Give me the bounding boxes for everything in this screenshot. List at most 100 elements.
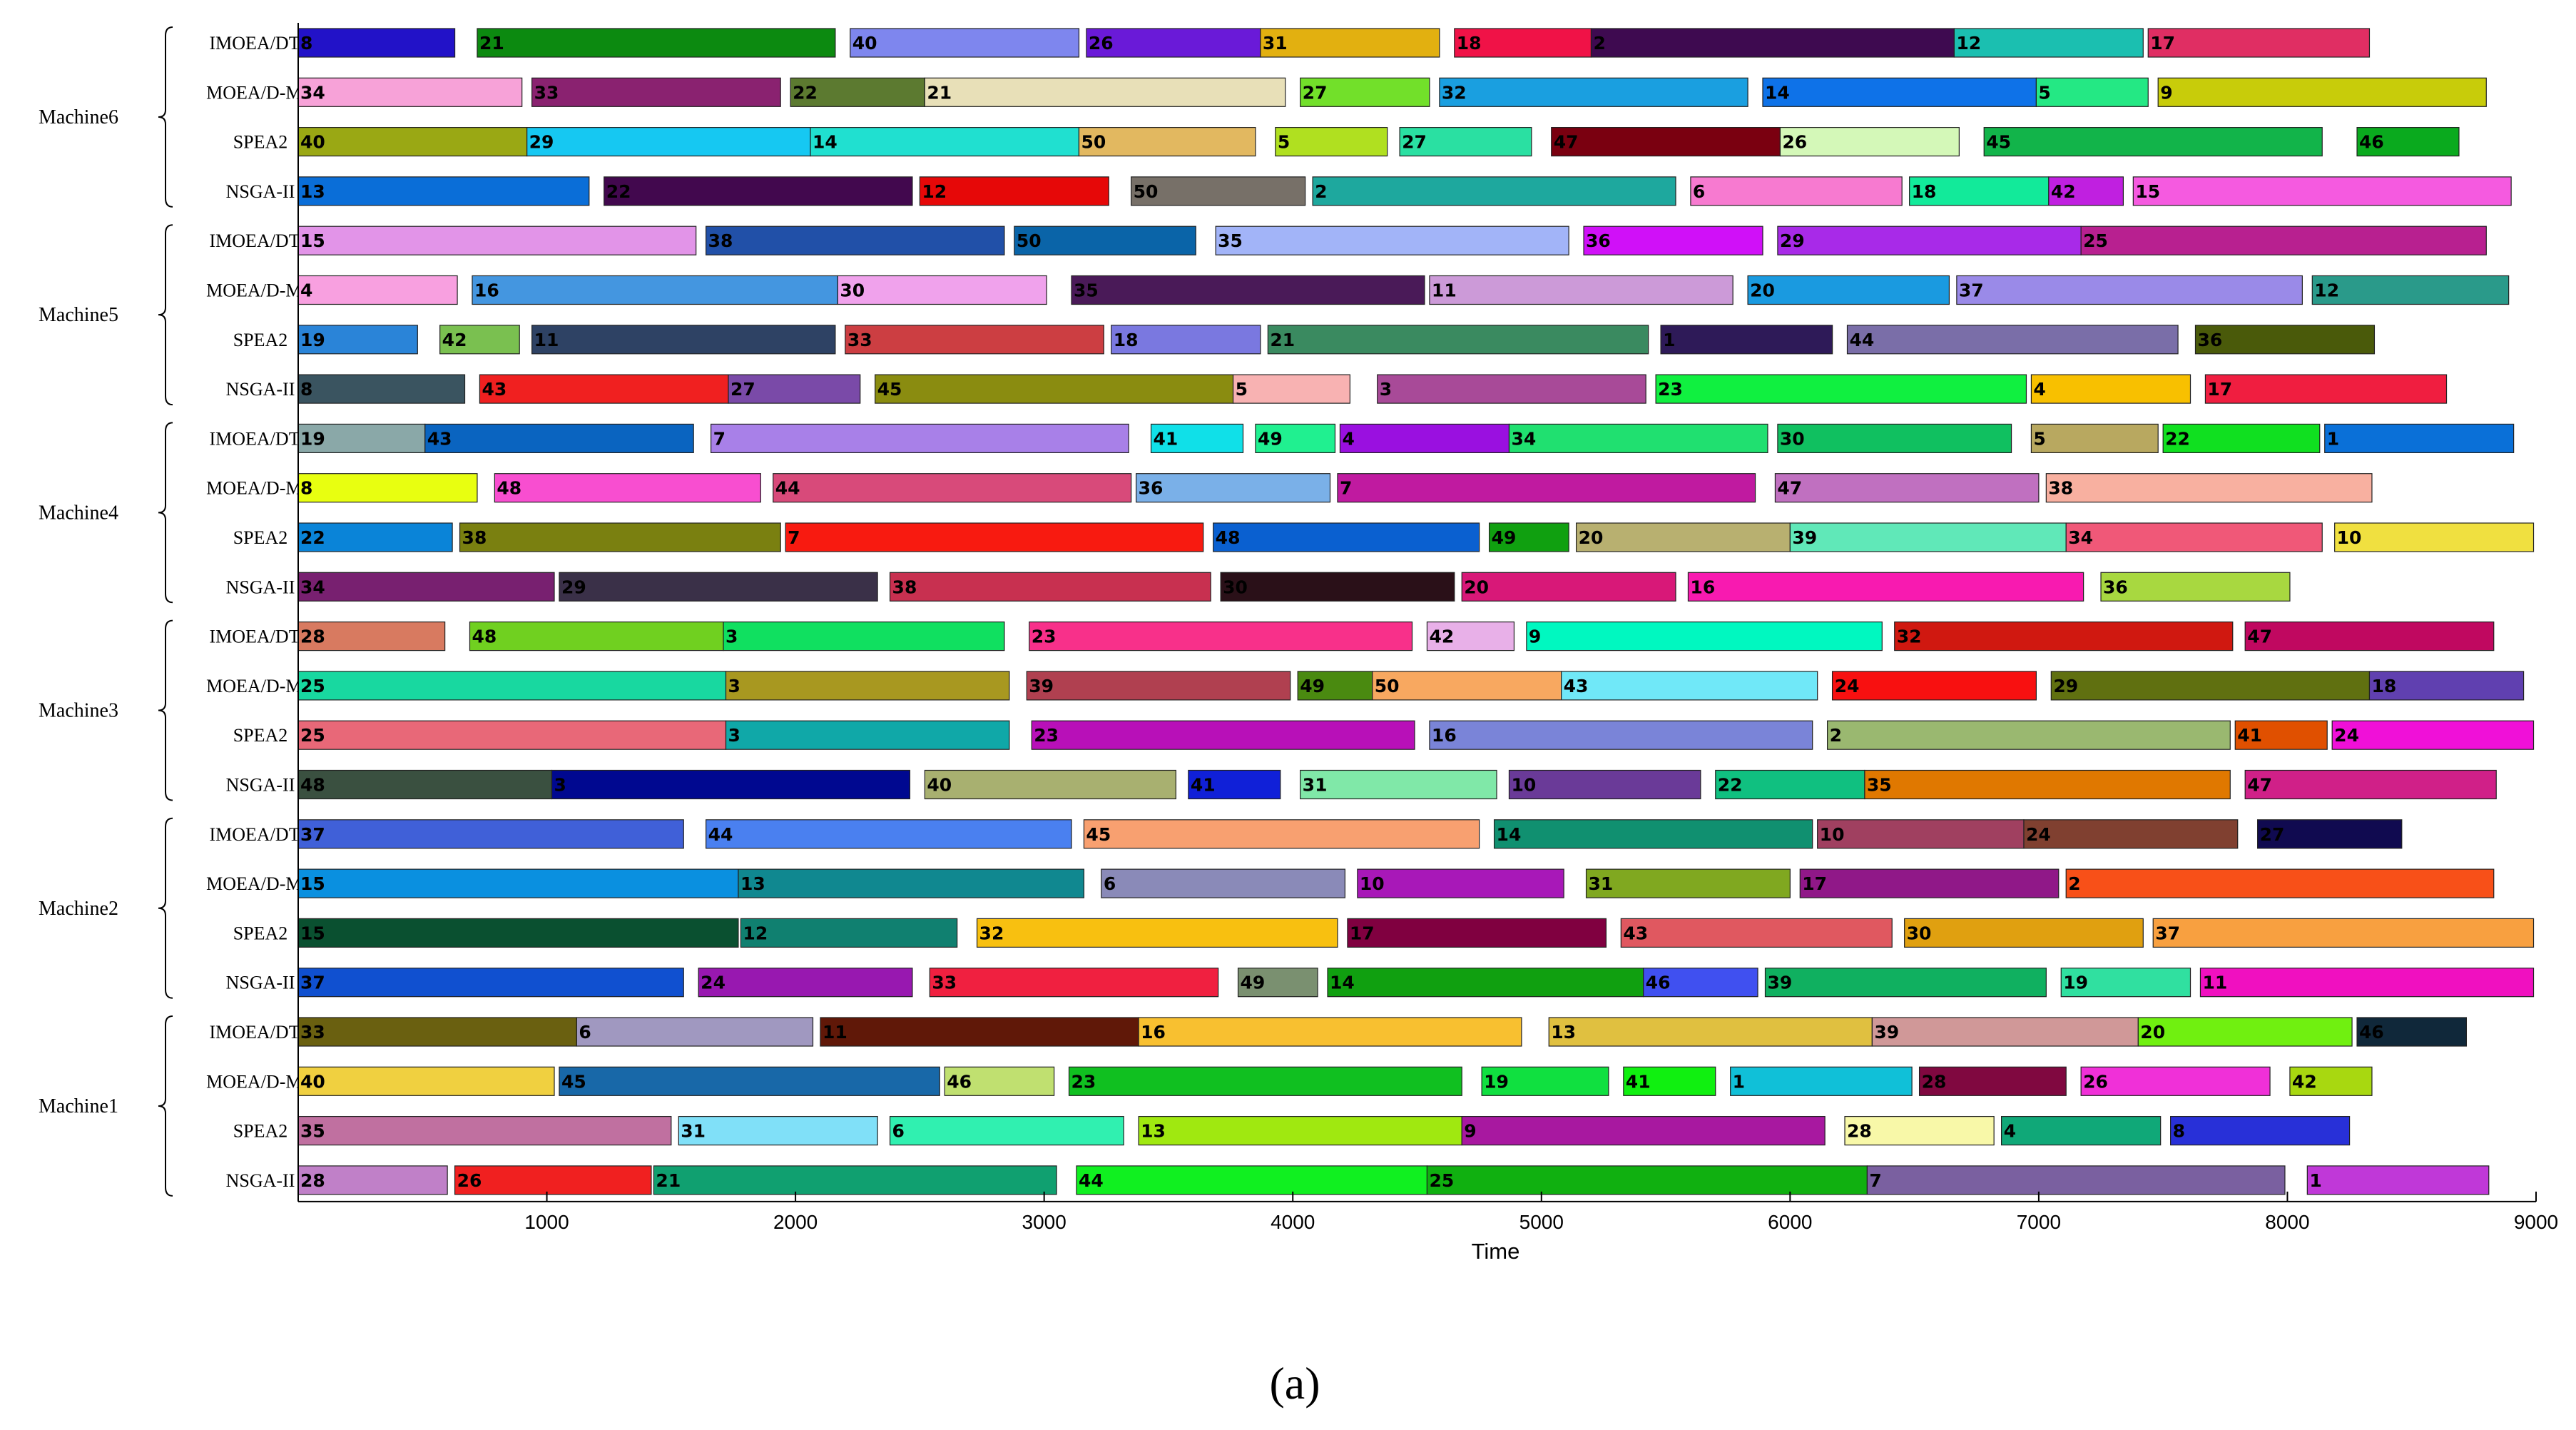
schedule-row: NSGA-II 8 43 27 45 5 3 23 4 17 (226, 374, 2448, 404)
job-label: 34 (2068, 527, 2093, 548)
job-label: 12 (1956, 33, 1981, 54)
algorithm-label: IMOEA/DTL (210, 1022, 312, 1043)
job-label: 16 (1432, 725, 1457, 746)
algorithm-label: SPEA2 (233, 923, 288, 943)
gantt-bar (2170, 1115, 2351, 1146)
gantt-bar (297, 769, 553, 800)
job-label: 15 (300, 873, 325, 894)
algorithm-label: IMOEA/DTL (210, 230, 312, 251)
gantt-bar (2334, 522, 2535, 552)
gantt-bar (297, 572, 555, 602)
gantt-bar (531, 77, 781, 107)
gantt-bar (1827, 720, 2231, 750)
job-label: 48 (472, 627, 497, 647)
algorithm-label: MOEA/D-MR (206, 478, 315, 499)
gantt-bar (477, 28, 836, 58)
job-label: 7 (788, 527, 800, 548)
gantt-bar (1561, 671, 1818, 701)
algorithm-label: SPEA2 (233, 725, 288, 746)
gantt-bar (1799, 868, 2060, 898)
job-label: 11 (1432, 280, 1457, 301)
job-label: 13 (740, 873, 765, 894)
gantt-bar (1526, 621, 1883, 651)
job-label: 6 (1104, 873, 1116, 894)
gantt-bar (297, 720, 727, 750)
job-label: 40 (300, 132, 325, 153)
gantt-bar (472, 275, 838, 305)
gantt-bar (1136, 473, 1331, 503)
machine-label: Machine2 (39, 898, 118, 920)
job-label: 4 (1342, 428, 1354, 449)
job-label: 4 (2004, 1121, 2016, 1142)
gantt-bar (1909, 176, 2050, 206)
gantt-bar (1585, 868, 1791, 898)
job-label: 6 (579, 1022, 591, 1043)
gantt-bar (297, 374, 466, 404)
job-label: 42 (1429, 627, 1454, 647)
schedule-row: NSGA-II 13 22 12 50 2 6 18 42 15 (226, 176, 2512, 206)
job-label: 30 (1780, 428, 1805, 449)
job-label: 45 (561, 1071, 586, 1092)
gantt-bar (711, 423, 1129, 454)
job-label: 43 (427, 428, 452, 449)
job-label: 38 (892, 577, 917, 597)
gantt-bar (1551, 127, 1781, 157)
gantt-bar (1866, 1165, 2286, 1195)
job-label: 20 (1750, 280, 1775, 301)
job-label: 22 (1718, 775, 1743, 796)
job-label: 23 (1034, 725, 1059, 746)
job-label: 7 (1869, 1170, 1881, 1191)
gantt-bar (1014, 225, 1196, 255)
gantt-bar (1730, 1066, 1913, 1096)
gantt-bar (1029, 621, 1413, 651)
algorithm-label: IMOEA/DTL (210, 428, 312, 449)
gantt-bar (559, 1066, 940, 1096)
x-tick-label: 2000 (773, 1211, 818, 1233)
job-label: 42 (2051, 181, 2076, 202)
job-label: 9 (1464, 1121, 1476, 1142)
gantt-bar (2331, 720, 2535, 750)
gantt-bar (2035, 77, 2149, 107)
job-label: 27 (1402, 132, 1427, 153)
algorithm-label: MOEA/D-MR (206, 1071, 315, 1092)
gantt-bar (526, 127, 811, 157)
gantt-bar (1583, 225, 1763, 255)
gantt-bar (2194, 325, 2376, 355)
gantt-bar (297, 819, 684, 849)
job-label: 24 (701, 973, 726, 993)
job-label: 49 (1258, 428, 1283, 449)
job-label: 47 (2247, 775, 2272, 796)
machine-brace (158, 224, 173, 406)
gantt-bar (297, 127, 528, 157)
schedule-row: NSGA-II 48 3 40 41 31 10 22 35 47 (226, 769, 2497, 800)
gantt-bar (1764, 968, 2047, 998)
job-label: 37 (300, 824, 325, 845)
job-label: 13 (1551, 1022, 1576, 1043)
gantt-bar (1762, 77, 2037, 107)
gantt-bar (1894, 621, 2234, 651)
gantt-bar (1904, 918, 2144, 948)
gantt-bar (1215, 225, 1569, 255)
job-label: 43 (1623, 923, 1648, 943)
job-label: 23 (1032, 627, 1057, 647)
job-label: 30 (1223, 577, 1248, 597)
job-label: 49 (1300, 676, 1325, 696)
gantt-bar (1623, 1066, 1716, 1096)
gantt-bar (1488, 522, 1569, 552)
x-tick-label: 5000 (1519, 1211, 1564, 1233)
job-label: 31 (1263, 33, 1288, 54)
job-label: 49 (1241, 973, 1266, 993)
x-tick-label: 1000 (524, 1211, 569, 1233)
job-label: 18 (1912, 181, 1937, 202)
gantt-bar (1817, 819, 2025, 849)
job-label: 6 (1693, 181, 1705, 202)
gantt-bar (2132, 176, 2512, 206)
x-tick-label: 3000 (1022, 1211, 1066, 1233)
gantt-bar (1493, 819, 1813, 849)
gantt-bar (439, 325, 520, 355)
job-label: 13 (300, 181, 325, 202)
job-label: 35 (1867, 775, 1892, 796)
